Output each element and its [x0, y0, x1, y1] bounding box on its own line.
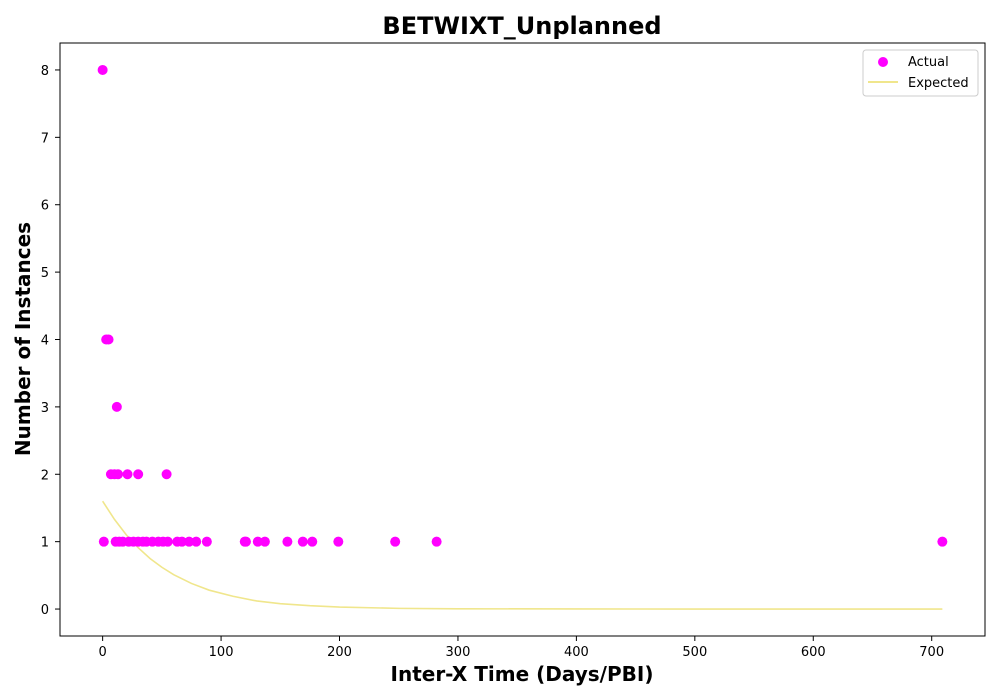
legend-actual-marker: [878, 57, 888, 67]
x-tick-label: 200: [327, 645, 352, 660]
x-tick-label: 0: [98, 645, 106, 660]
actual-point: [176, 536, 187, 547]
actual-point: [333, 536, 344, 547]
actual-point: [97, 64, 108, 75]
actual-point: [191, 536, 202, 547]
x-tick-label: 300: [446, 645, 471, 660]
x-axis-label: Inter-X Time (Days/PBI): [391, 662, 654, 686]
actual-point: [390, 536, 401, 547]
plot-marks: [97, 64, 948, 610]
actual-point: [111, 401, 122, 412]
legend-expected-label: Expected: [908, 76, 969, 91]
actual-point: [122, 469, 133, 480]
legend: Actual Expected: [862, 49, 979, 97]
actual-point: [282, 536, 293, 547]
actual-point: [133, 469, 144, 480]
y-tick-label: 7: [41, 131, 49, 146]
actual-point: [184, 536, 195, 547]
y-tick-label: 8: [41, 64, 49, 79]
actual-point: [113, 469, 124, 480]
legend-actual-label: Actual: [908, 55, 949, 70]
x-tick-label: 500: [682, 645, 707, 660]
actual-point: [297, 536, 308, 547]
y-tick-label: 2: [41, 468, 49, 483]
y-tick-label: 4: [41, 334, 49, 349]
y-tick-label: 0: [41, 603, 49, 618]
y-axis-ticks: 0 1 2 3 4 5 6 7 8: [41, 64, 60, 618]
y-axis-label: Number of Instances: [11, 222, 35, 456]
y-tick-label: 1: [41, 536, 49, 551]
actual-point: [307, 536, 318, 547]
actual-point: [98, 536, 109, 547]
actual-point: [103, 334, 114, 345]
actual-point: [252, 536, 263, 547]
y-tick-label: 3: [41, 401, 49, 416]
x-axis-ticks: 0 100 200 300 400 500 600 700: [98, 636, 944, 660]
chart-title: BETWIXT_Unplanned: [382, 12, 661, 40]
actual-point: [431, 536, 442, 547]
actual-point: [161, 469, 172, 480]
actual-point: [162, 536, 173, 547]
x-tick-label: 700: [919, 645, 944, 660]
legend-box: [862, 49, 979, 97]
actual-point: [201, 536, 212, 547]
y-tick-label: 6: [41, 199, 49, 214]
x-tick-label: 100: [209, 645, 234, 660]
actual-point: [259, 536, 270, 547]
expected-line: [101, 500, 943, 610]
actual-point: [240, 536, 251, 547]
actual-point: [937, 536, 948, 547]
x-tick-label: 600: [801, 645, 826, 660]
y-tick-label: 5: [41, 266, 49, 281]
x-tick-label: 400: [564, 645, 589, 660]
plot-frame: [59, 42, 986, 637]
